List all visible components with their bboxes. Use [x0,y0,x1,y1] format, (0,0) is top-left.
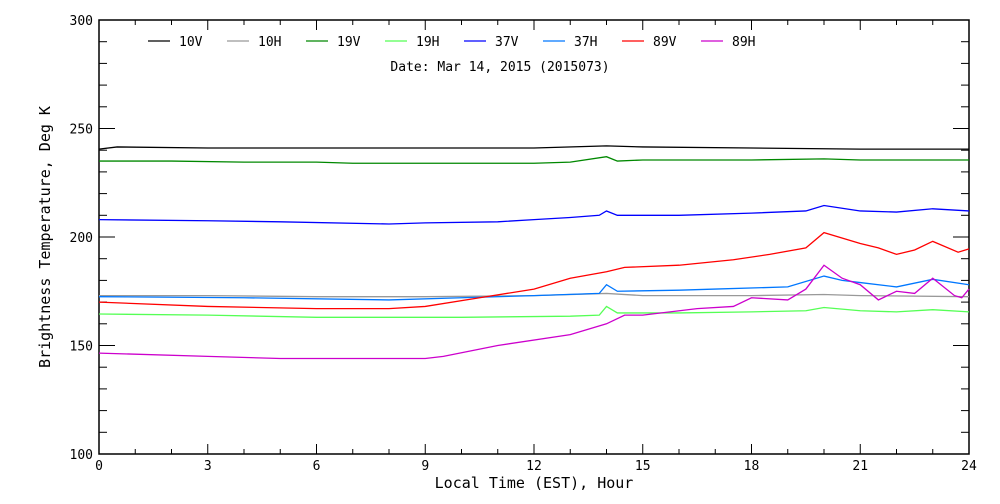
legend-label-37H: 37H [574,35,597,50]
series-line-19V [99,156,969,164]
chart-title: Date: Mar 14, 2015 (2015073) [390,60,609,75]
y-tick-label: 150 [70,340,93,355]
legend: 10V 10H 19V 19H 37V 37H 89V 89H [148,35,755,50]
series-line-37V [98,204,970,225]
series-line-89V [98,231,970,310]
x-tick-label: 21 [852,459,868,474]
legend-label-10V: 10V [179,35,203,50]
legend-label-37V: 37V [495,35,519,50]
series-line-10V [98,145,969,150]
y-tick-label: 100 [70,448,93,463]
series-line-89H [98,264,970,360]
legend-label-19V: 19V [337,35,361,50]
y-axis-label: Brightness Temperature, Deg K [36,106,54,368]
x-tick-label: 15 [635,459,651,474]
series-line-10H [99,292,970,298]
x-tick-label: 9 [421,459,429,474]
series-line-37H [98,275,970,301]
x-tick-label: 18 [744,459,760,474]
y-tick-label: 200 [70,231,93,246]
x-tick-label: 3 [204,459,212,474]
y-tick-label: 300 [70,14,93,29]
x-tick-label: 12 [526,459,542,474]
x-tick-label: 24 [961,459,977,474]
x-axis-label: Local Time (EST), Hour [435,474,634,492]
series-lines [98,145,970,360]
series-line-19H [98,305,970,318]
x-tick-label: 6 [313,459,321,474]
x-tick-label: 0 [95,459,103,474]
legend-label-89V: 89V [653,35,677,50]
legend-label-10H: 10H [258,35,281,50]
legend-label-19H: 19H [416,35,439,50]
legend-label-89H: 89H [732,35,755,50]
y-tick-label: 250 [70,123,93,138]
axes: 0 3 6 9 12 15 18 21 24 100 150 200 250 300 [70,14,977,474]
